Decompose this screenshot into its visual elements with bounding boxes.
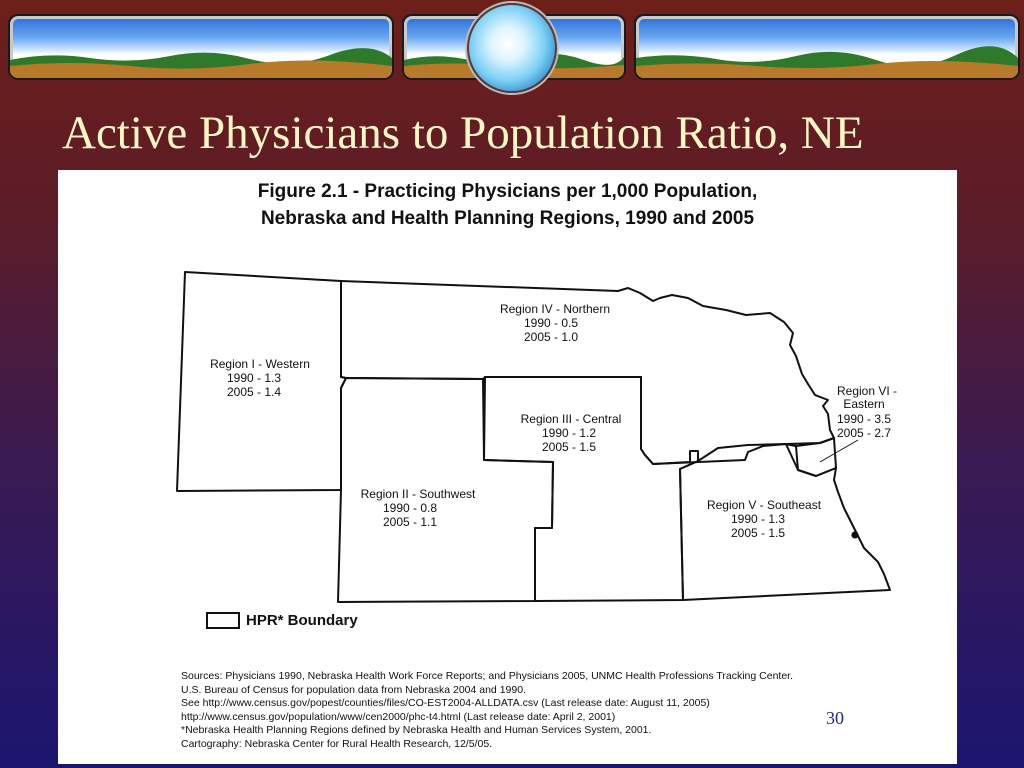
- region-southeast-2005: 2005 - 1.5: [731, 526, 785, 540]
- region-eastern-leader-line: [819, 439, 859, 463]
- region-southeast-name: Region V - Southeast: [707, 498, 822, 512]
- source-line: http://www.census.gov/population/www/cen…: [181, 710, 616, 723]
- source-line: U.S. Bureau of Census for population dat…: [181, 683, 526, 696]
- figure-title-line-1: Figure 2.1 - Practicing Physicians per 1…: [257, 181, 758, 202]
- region-eastern-name: Region VI -: [837, 384, 897, 398]
- region-central-2005: 2005 - 1.5: [542, 440, 596, 454]
- region-eastern-name-2: Eastern: [843, 397, 884, 411]
- region-southwest-2005: 2005 - 1.1: [383, 515, 437, 529]
- legend-boundary-swatch: [206, 612, 240, 629]
- slide-title: Active Physicians to Population Ratio, N…: [62, 107, 864, 159]
- region-western-name: Region I - Western: [210, 357, 310, 371]
- region-southeast-1990: 1990 - 1.3: [731, 512, 785, 526]
- source-line: Cartography: Nebraska Center for Rural H…: [181, 737, 493, 750]
- region-eastern-1990: 1990 - 3.5: [837, 412, 891, 426]
- banner-left: [8, 14, 394, 80]
- legend-label: HPR* Boundary: [246, 612, 358, 629]
- region-central-1990: 1990 - 1.2: [542, 426, 596, 440]
- source-line: *Nebraska Health Planning Regions define…: [181, 724, 652, 736]
- region-eastern-boundary: [785, 437, 837, 477]
- region-western-1990: 1990 - 1.3: [227, 371, 281, 385]
- region-central-boundary: [483, 376, 699, 602]
- region-southwest-1990: 1990 - 0.8: [383, 501, 437, 515]
- globe-logo: [467, 3, 557, 93]
- sources-block: Sources: Physicians 1990, Nebraska Healt…: [181, 670, 793, 751]
- map-legend: HPR* Boundary: [206, 612, 358, 629]
- figure-title: Figure 2.1 - Practicing Physicians per 1…: [58, 178, 957, 232]
- region-southwest-name: Region II - Southwest: [361, 487, 476, 501]
- source-line: Sources: Physicians 1990, Nebraska Healt…: [181, 670, 793, 682]
- region-northern-name: Region IV - Northern: [500, 302, 610, 316]
- region-western-2005: 2005 - 1.4: [227, 385, 281, 399]
- region-eastern-2005: 2005 - 2.7: [837, 426, 891, 440]
- region-northern-1990: 1990 - 0.5: [524, 316, 578, 330]
- banner-right: [634, 14, 1020, 80]
- slide-number: 30: [826, 708, 844, 728]
- region-labels: Region I - Western 1990 - 1.3 2005 - 1.4…: [210, 302, 897, 540]
- source-line: See http://www.census.gov/popest/countie…: [181, 697, 710, 709]
- figure-title-line-2: Nebraska and Health Planning Regions, 19…: [260, 208, 755, 229]
- nebraska-region-map: Region I - Western 1990 - 1.3 2005 - 1.4…: [176, 271, 897, 603]
- region-northern-2005: 2005 - 1.0: [524, 330, 578, 344]
- figure-panel: Figure 2.1 - Practicing Physicians per 1…: [58, 170, 957, 764]
- region-central-name: Region III - Central: [521, 412, 622, 426]
